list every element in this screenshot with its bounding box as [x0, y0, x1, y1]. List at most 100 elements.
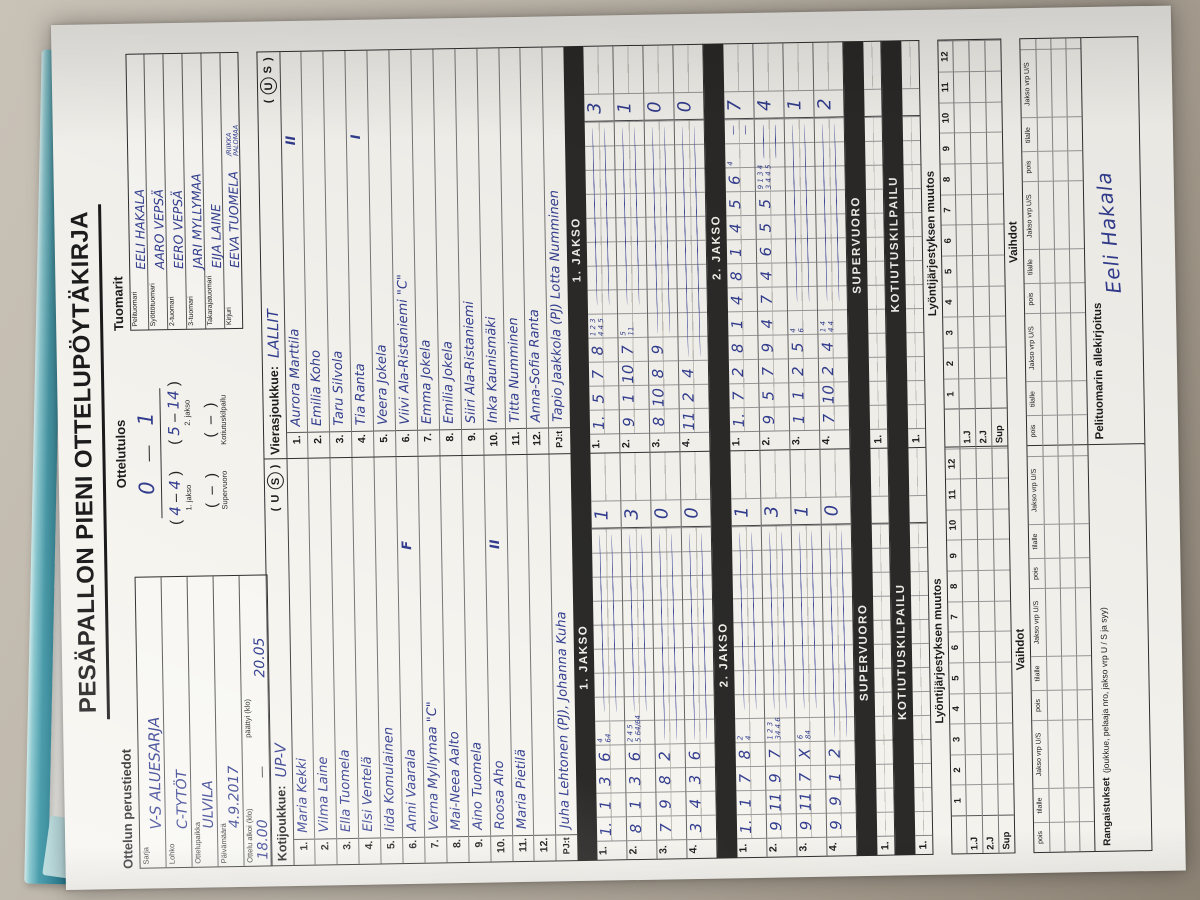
score-cell — [911, 642, 930, 668]
score-cell — [787, 262, 817, 287]
score-cell: 1 — [619, 385, 649, 410]
vaihdot-cell — [1066, 48, 1082, 117]
muutos-cell — [997, 753, 1014, 785]
field-paattyi-value: 20.05 — [251, 637, 268, 678]
period-1: ( 4 – 4 ) 1. jakso — [165, 470, 193, 526]
score-digit: 7 — [729, 391, 748, 402]
row-total: 3 — [584, 93, 614, 123]
score-cell — [678, 336, 709, 361]
vaihdot-cell — [1037, 117, 1053, 152]
player-number: 4. — [352, 431, 374, 458]
muutos-cell — [961, 478, 977, 510]
muutos-cell — [997, 722, 1013, 754]
score-cell — [676, 240, 707, 265]
score-cell — [677, 264, 707, 289]
score-cell — [914, 762, 932, 788]
score-digit: 8 — [650, 416, 669, 427]
total-digit: 0 — [674, 100, 696, 113]
muutos-col-12: 12 — [938, 40, 954, 72]
vaihdot-cell — [1068, 180, 1085, 249]
muutos-cell — [988, 223, 1005, 255]
vaihdot-cell — [1043, 415, 1058, 446]
muutos-col-3: 3 — [950, 723, 965, 755]
score-cell — [675, 168, 706, 193]
muutos-cell — [959, 377, 975, 409]
row-total: 7 — [724, 91, 754, 120]
score-cell — [876, 811, 895, 836]
ann-bot: 4 4 — [826, 320, 836, 333]
row-label: 2. — [620, 433, 650, 453]
score-cell — [614, 121, 645, 146]
score-cell — [814, 117, 845, 143]
vaihdot-cell — [1078, 719, 1094, 788]
vaihdot-cell — [1077, 689, 1093, 720]
score-digit: X — [795, 748, 814, 759]
total-digit: 3 — [761, 505, 783, 518]
score-cell — [732, 573, 763, 599]
trailing-cells — [783, 42, 814, 91]
score-digit: 10 — [819, 384, 838, 405]
muutos-cell — [958, 347, 975, 379]
scoresheet-paper: PESÄPALLON PIENI OTTELUPÖYTÄKIRJA Ottelu… — [50, 5, 1186, 891]
score-digit: 4 — [686, 798, 705, 809]
row-total — [909, 494, 927, 524]
score-cell — [873, 619, 891, 644]
vaihdot-col-jakso: Jakso vrp U/S — [1022, 181, 1040, 250]
score-digit: 1. — [737, 819, 756, 834]
muutos-col-4: 4 — [942, 286, 958, 318]
score-cell — [646, 192, 676, 218]
score-cell: 4 — [727, 287, 758, 312]
muutos-col-5: 5 — [942, 255, 957, 287]
row-label: 3. — [657, 839, 687, 859]
muutos-col-10: 10 — [946, 509, 962, 541]
score-cell — [867, 261, 885, 286]
muutos-cell — [998, 783, 1014, 815]
muutos-col-7: 7 — [941, 194, 956, 225]
period-scores: ( 4 – 4 ) 1. jakso ( 5 – 14 ) 2. jakso — [163, 344, 194, 562]
vaihdot-cell — [1059, 523, 1075, 558]
vaihdot-cell — [1053, 180, 1070, 250]
player-number: 1. — [293, 838, 316, 866]
score-cell — [616, 217, 646, 242]
score-cell — [785, 142, 815, 167]
score-digit: 11 — [796, 791, 815, 812]
muutos-cell — [993, 508, 1010, 540]
score-cell: 11 — [679, 408, 710, 433]
score-digit: 7 — [618, 345, 637, 356]
row-label: 1. — [870, 429, 888, 449]
muutos-cell — [960, 447, 977, 479]
score-cell: 2 — [789, 358, 819, 383]
vaihdot-cell — [1061, 587, 1077, 656]
period-supervuoro: ( – ) Supervuoro — [202, 470, 229, 510]
tuomari-value: EEVA TUOMELA — [225, 170, 243, 269]
score-cell — [761, 525, 792, 550]
row-label: 2. — [767, 837, 797, 857]
tuomari-value: EERO VEPSÄ — [169, 190, 187, 270]
score-digit: 6 — [725, 175, 744, 186]
score-cell — [615, 169, 646, 194]
muutos-col-3: 3 — [943, 316, 958, 348]
score-cell — [684, 646, 714, 672]
score-cell — [653, 623, 684, 648]
muutos-cell — [966, 784, 983, 816]
score-cell — [676, 192, 706, 217]
cell-grid: 1. 1 3 6 4 64 — [591, 528, 627, 841]
row-total: 0 — [674, 92, 704, 121]
vaihdot-col-jakso: Jakso vrp U/S — [1030, 587, 1047, 657]
field-lohko-value: C-TYTÖT — [173, 769, 191, 830]
muutos-cell — [973, 254, 989, 286]
tuomari-value: AARO VEPSÄ — [150, 189, 168, 270]
trailing-cells — [753, 43, 784, 92]
trailing-cells — [723, 43, 754, 92]
cell-grid: 9 9 1 2 — [821, 524, 857, 837]
vaihdot-col-pois: pois — [1024, 283, 1041, 314]
vaihdot-col-pois: pois — [1031, 689, 1048, 721]
score-cell: 11 — [766, 789, 796, 814]
score-cell: 7 — [729, 383, 759, 408]
score-cell — [821, 524, 852, 549]
score-digit: 1. — [729, 412, 749, 428]
score-digit: 1. — [597, 821, 616, 837]
score-cell: 2 — [729, 359, 759, 384]
trailing-cells — [901, 40, 920, 89]
